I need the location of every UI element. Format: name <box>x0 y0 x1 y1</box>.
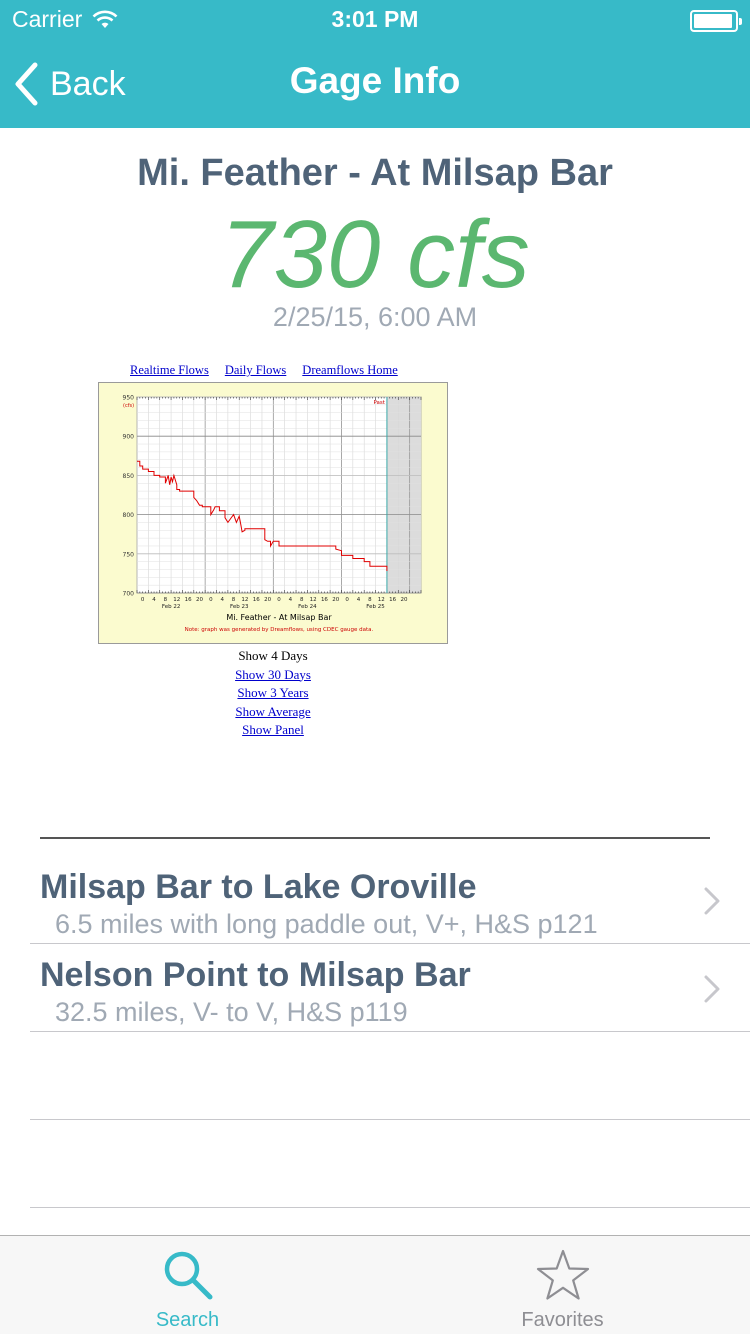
x-tick-label: 0 <box>277 597 281 603</box>
tab-favorites-label: Favorites <box>521 1309 604 1331</box>
chevron-right-icon <box>704 975 720 1003</box>
link-daily-flows[interactable]: Daily Flows <box>224 363 287 377</box>
x-tick-label: 4 <box>289 597 293 603</box>
x-tick-label: 20 <box>332 597 339 603</box>
chevron-left-icon <box>15 62 38 106</box>
x-tick-label: 16 <box>389 597 396 603</box>
run-subtitle: 32.5 miles, V- to V, H&S p119 <box>55 997 408 1027</box>
chart-note: Note: graph was generated by Dreamflows,… <box>185 627 374 633</box>
x-tick-label: 16 <box>185 597 192 603</box>
flow-chart: 700 750 800 850 900 950 (cfs) 0 4 8 12 16 20 0 4 8 12 16 2… <box>98 382 448 644</box>
x-tick-label: 20 <box>400 597 407 603</box>
y-tick-label: 950 <box>123 395 135 402</box>
run-title: Milsap Bar to Lake Oroville <box>40 868 477 906</box>
wifi-icon <box>92 10 118 28</box>
series-line <box>137 460 388 571</box>
plot-area <box>136 396 422 594</box>
back-label: Back <box>50 64 126 103</box>
row-separator <box>30 1031 750 1032</box>
web-links: Realtime Flows Daily Flows Dreamflows Ho… <box>130 363 398 378</box>
battery-fill <box>694 14 732 28</box>
past-label: Past <box>373 400 385 406</box>
tab-search[interactable]: Search <box>0 1236 375 1334</box>
chart-title: Mi. Feather - At Milsap Bar <box>226 613 332 622</box>
y-tick-label: 900 <box>123 434 135 441</box>
x-tick-label: 8 <box>368 597 372 603</box>
status-carrier: Carrier <box>12 6 118 33</box>
gage-flow-value: 730 cfs <box>220 201 530 308</box>
x-tick-label: 12 <box>310 597 317 603</box>
tab-favorites[interactable]: Favorites <box>375 1236 750 1334</box>
y-tick-label: 750 <box>123 551 135 558</box>
y-tick-label: 700 <box>123 591 135 598</box>
row-separator <box>30 1207 750 1208</box>
show-options: Show 4 Days Show 30 Days Show 3 Years Sh… <box>173 647 373 740</box>
tab-icon-wrap <box>0 1248 375 1302</box>
x-tick-label: 16 <box>253 597 260 603</box>
chevron-right-icon <box>704 887 720 915</box>
x-tick-label: 4 <box>220 597 224 603</box>
link-show-average[interactable]: Show Average <box>235 703 311 719</box>
run-title: Nelson Point to Milsap Bar <box>40 956 471 994</box>
tab-search-label: Search <box>155 1309 220 1331</box>
x-tick-label: 12 <box>173 597 180 603</box>
section-divider <box>40 837 710 839</box>
link-realtime-flows[interactable]: Realtime Flows <box>130 363 209 377</box>
x-day-label: Feb 22 <box>162 604 181 610</box>
battery-tip <box>739 18 742 25</box>
x-tick-label: 0 <box>141 597 145 603</box>
x-day-label: Feb 25 <box>366 604 385 610</box>
x-tick-label: 16 <box>321 597 328 603</box>
future-region <box>386 397 421 593</box>
tab-icon-wrap <box>375 1248 750 1302</box>
gage-timestamp: 2/25/15, 6:00 AM <box>272 302 478 332</box>
x-tick-label: 0 <box>209 597 213 603</box>
row-separator <box>30 1119 750 1120</box>
link-show-3-years[interactable]: Show 3 Years <box>237 685 309 701</box>
gage-name: Mi. Feather - At Milsap Bar <box>137 152 613 194</box>
x-tick-label: 8 <box>164 597 168 603</box>
show-current-range: Show 4 Days <box>238 648 308 663</box>
run-row[interactable]: Nelson Point to Milsap Bar 32.5 miles, V… <box>0 944 750 1032</box>
search-icon <box>164 1251 212 1300</box>
row-separator <box>30 943 750 944</box>
x-tick-label: 12 <box>241 597 248 603</box>
carrier-label: Carrier <box>12 6 83 32</box>
x-tick-label: 12 <box>378 597 385 603</box>
link-show-30-days[interactable]: Show 30 Days <box>235 666 311 682</box>
x-tick-label: 0 <box>345 597 349 603</box>
x-tick-label: 8 <box>232 597 236 603</box>
battery-icon <box>690 10 742 32</box>
tab-bar: Search Favorites <box>0 1235 750 1334</box>
y-tick-label: 800 <box>123 512 135 519</box>
navigation-bar: Carrier 3:01 PM Back Gage Info <box>0 0 750 128</box>
star-icon <box>536 1249 589 1300</box>
x-tick-label: 20 <box>196 597 203 603</box>
x-day-label: Feb 24 <box>298 604 317 610</box>
y-tick-label: 850 <box>123 473 135 480</box>
status-time: 3:01 PM <box>331 6 419 32</box>
link-dreamflows-home[interactable]: Dreamflows Home <box>302 363 398 377</box>
link-show-panel[interactable]: Show Panel <box>242 722 304 738</box>
run-row[interactable]: Milsap Bar to Lake Oroville 6.5 miles wi… <box>0 856 750 944</box>
x-tick-label: 8 <box>300 597 304 603</box>
page-title: Gage Info <box>289 60 461 101</box>
back-button[interactable]: Back <box>14 60 126 108</box>
x-tick-label: 4 <box>152 597 156 603</box>
x-tick-label: 4 <box>357 597 361 603</box>
run-subtitle: 6.5 miles with long paddle out, V+, H&S … <box>55 909 598 939</box>
x-day-label: Feb 23 <box>230 604 249 610</box>
x-tick-label: 20 <box>264 597 271 603</box>
y-axis-label: (cfs) <box>123 403 134 409</box>
